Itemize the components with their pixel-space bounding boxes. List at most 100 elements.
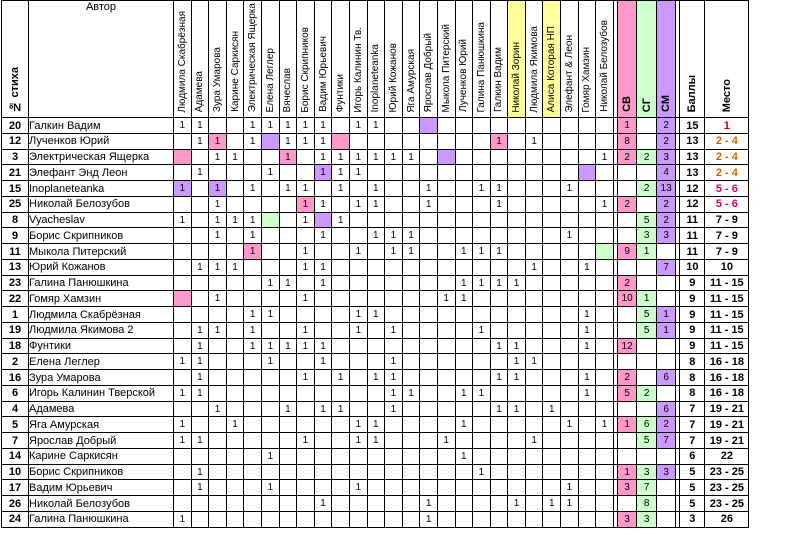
stanza-number: 3 (1, 148, 29, 166)
judge-vote-cell (524, 164, 544, 182)
judge-vote-cell (366, 211, 386, 229)
sg-score (636, 258, 657, 276)
sg-score: 3 (636, 510, 657, 528)
author-name: Галкин Вадим (28, 117, 174, 134)
judge-vote-cell (542, 479, 562, 497)
judge-vote-cell (524, 337, 544, 355)
author-name: Зура Умарова (28, 369, 174, 386)
judge-vote-cell (331, 243, 350, 260)
judge-vote-cell (524, 227, 544, 245)
judge-vote-cell: 1 (278, 117, 298, 134)
judge-vote-cell (401, 510, 421, 528)
judge-vote-cell (225, 321, 245, 339)
judge-vote-cell (173, 227, 192, 245)
judge-vote-cell (225, 463, 245, 481)
judge-vote-cell (419, 132, 438, 150)
judge-vote-cell (577, 495, 597, 512)
judge-vote-cell (542, 416, 562, 434)
judge-vote-cell: 1 (225, 211, 245, 229)
judge-vote-cell (331, 495, 350, 512)
author-name: Vyacheslav (28, 211, 174, 229)
judge-vote-cell (577, 353, 597, 371)
judge-vote-cell (472, 510, 491, 528)
judge-vote-cell (560, 274, 579, 292)
judge-header-label: Людмила Якимова (528, 25, 540, 113)
judge-vote-cell (173, 148, 192, 166)
sv-score (616, 400, 638, 418)
judge-vote-cell: 1 (313, 227, 333, 245)
judge-vote-cell (524, 195, 544, 213)
judge-vote-cell (331, 290, 350, 308)
points-value: 10 (679, 258, 706, 276)
stanza-number: 25 (1, 195, 29, 213)
judge-vote-cell (384, 274, 403, 292)
judge-vote-cell (208, 432, 227, 449)
judge-vote-cell (243, 164, 262, 182)
judge-vote-cell: 1 (190, 369, 210, 386)
judge-vote-cell (436, 495, 456, 512)
sv-header: СВ (616, 0, 638, 119)
place-value: 22 (704, 447, 750, 465)
judge-header: Юрий Кожанов (384, 0, 403, 119)
judge-vote-cell: 1 (296, 195, 315, 213)
stanza-number-header: № стиха (1, 0, 29, 119)
judge-vote-cell: 1 (313, 495, 333, 512)
judge-vote-cell (173, 306, 192, 323)
points-value: 12 (679, 195, 706, 213)
judge-vote-cell (542, 337, 562, 355)
judge-vote-cell (331, 463, 350, 481)
judge-vote-cell (225, 290, 245, 308)
judge-vote-cell (542, 117, 562, 134)
judge-vote-cell: 1 (190, 258, 210, 276)
judge-vote-cell (507, 447, 526, 465)
points-value: 5 (679, 479, 706, 497)
judge-vote-cell (507, 384, 526, 402)
judge-vote-cell (560, 195, 579, 213)
judge-vote-cell: 1 (296, 369, 315, 386)
judge-vote-cell (542, 447, 562, 465)
judge-vote-cell (454, 479, 474, 497)
judge-vote-cell: 1 (489, 132, 509, 150)
judge-vote-cell (401, 180, 421, 197)
gap-cell (612, 510, 618, 528)
place-value: 11 - 15 (704, 337, 750, 355)
judge-vote-cell (560, 117, 579, 134)
judge-vote-cell (225, 495, 245, 512)
judge-vote-cell: 1 (366, 195, 386, 213)
judge-header: Людмила Скабрёзная (173, 0, 192, 119)
sm-score (655, 447, 677, 465)
judge-vote-cell (348, 353, 368, 371)
judge-header: Николай Белозубов (595, 0, 614, 119)
judge-vote-cell (243, 510, 262, 528)
judge-vote-cell: 1 (595, 416, 614, 434)
judge-vote-cell: 1 (401, 243, 421, 260)
judge-vote-cell (419, 321, 438, 339)
points-value: 11 (679, 243, 706, 260)
sg-score (636, 274, 657, 292)
judge-vote-cell (225, 164, 245, 182)
judge-vote-cell (472, 290, 491, 308)
judge-vote-cell (225, 432, 245, 449)
points-value: 9 (679, 306, 706, 323)
sm-score (655, 353, 677, 371)
judge-vote-cell (577, 132, 597, 150)
points-value: 5 (679, 495, 706, 512)
judge-vote-cell (384, 479, 403, 497)
author-header: Автор (28, 0, 174, 119)
stanza-number: 2 (1, 353, 29, 371)
judge-header: Лученков Юрий (454, 0, 474, 119)
judge-vote-cell: 1 (331, 211, 350, 229)
judge-vote-cell: 1 (348, 117, 368, 134)
judge-vote-cell: 1 (260, 479, 280, 497)
sv-score (616, 227, 638, 245)
stanza-number: 21 (1, 164, 29, 182)
sm-score (655, 384, 677, 402)
judge-vote-cell (173, 274, 192, 292)
judge-vote-cell (507, 180, 526, 197)
judge-vote-cell (313, 211, 333, 229)
stanza-number-header-label: № стиха (9, 66, 21, 113)
judge-header-label: Inoplaneteanka (370, 43, 382, 113)
table-row: 4 Адамева 1 1 1 1 1 1 1 1 6 7 19 - 21 (1, 400, 750, 418)
judge-vote-cell (436, 353, 456, 371)
judge-header-label: Елена Леглер (264, 47, 276, 113)
